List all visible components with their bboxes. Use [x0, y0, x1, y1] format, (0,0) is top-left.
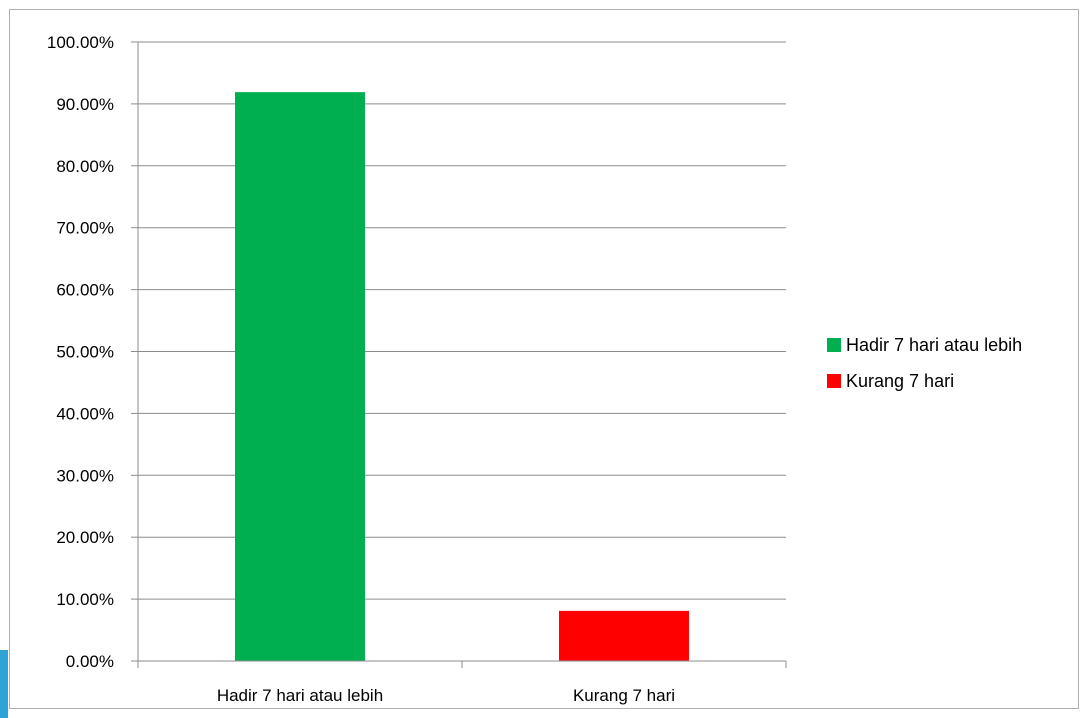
bar — [235, 92, 365, 662]
y-tick-label: 100.00% — [47, 33, 114, 52]
y-tick-label: 40.00% — [56, 404, 114, 423]
corner-accent — [0, 650, 8, 718]
y-tick-label: 90.00% — [56, 95, 114, 114]
x-tick-label: Kurang 7 hari — [573, 686, 675, 705]
bar — [559, 610, 689, 661]
x-axis-ticks: Hadir 7 hari atau lebih Kurang 7 hari — [217, 686, 675, 705]
y-tick-label: 50.00% — [56, 343, 114, 362]
legend: Hadir 7 hari atau lebih Kurang 7 hari — [827, 335, 1022, 391]
x-tick-label: Hadir 7 hari atau lebih — [217, 686, 383, 705]
axes — [137, 42, 787, 668]
chart-area — [9, 9, 1079, 709]
y-tick-label: 30.00% — [56, 466, 114, 485]
y-tick-label: 60.00% — [56, 281, 114, 300]
legend-label: Hadir 7 hari atau lebih — [846, 335, 1022, 355]
legend-swatch — [827, 374, 841, 388]
legend-label: Kurang 7 hari — [846, 371, 954, 391]
legend-swatch — [827, 338, 841, 352]
y-axis-ticks: 0.00% 10.00% 20.00% 30.00% 40.00% 50.00% 60.00… — [47, 33, 138, 671]
bars — [235, 92, 689, 662]
y-tick-label: 70.00% — [56, 219, 114, 238]
y-tick-label: 20.00% — [56, 528, 114, 547]
y-tick-label: 80.00% — [56, 157, 114, 176]
y-tick-label: 10.00% — [56, 590, 114, 609]
y-tick-label: 0.00% — [66, 652, 114, 671]
